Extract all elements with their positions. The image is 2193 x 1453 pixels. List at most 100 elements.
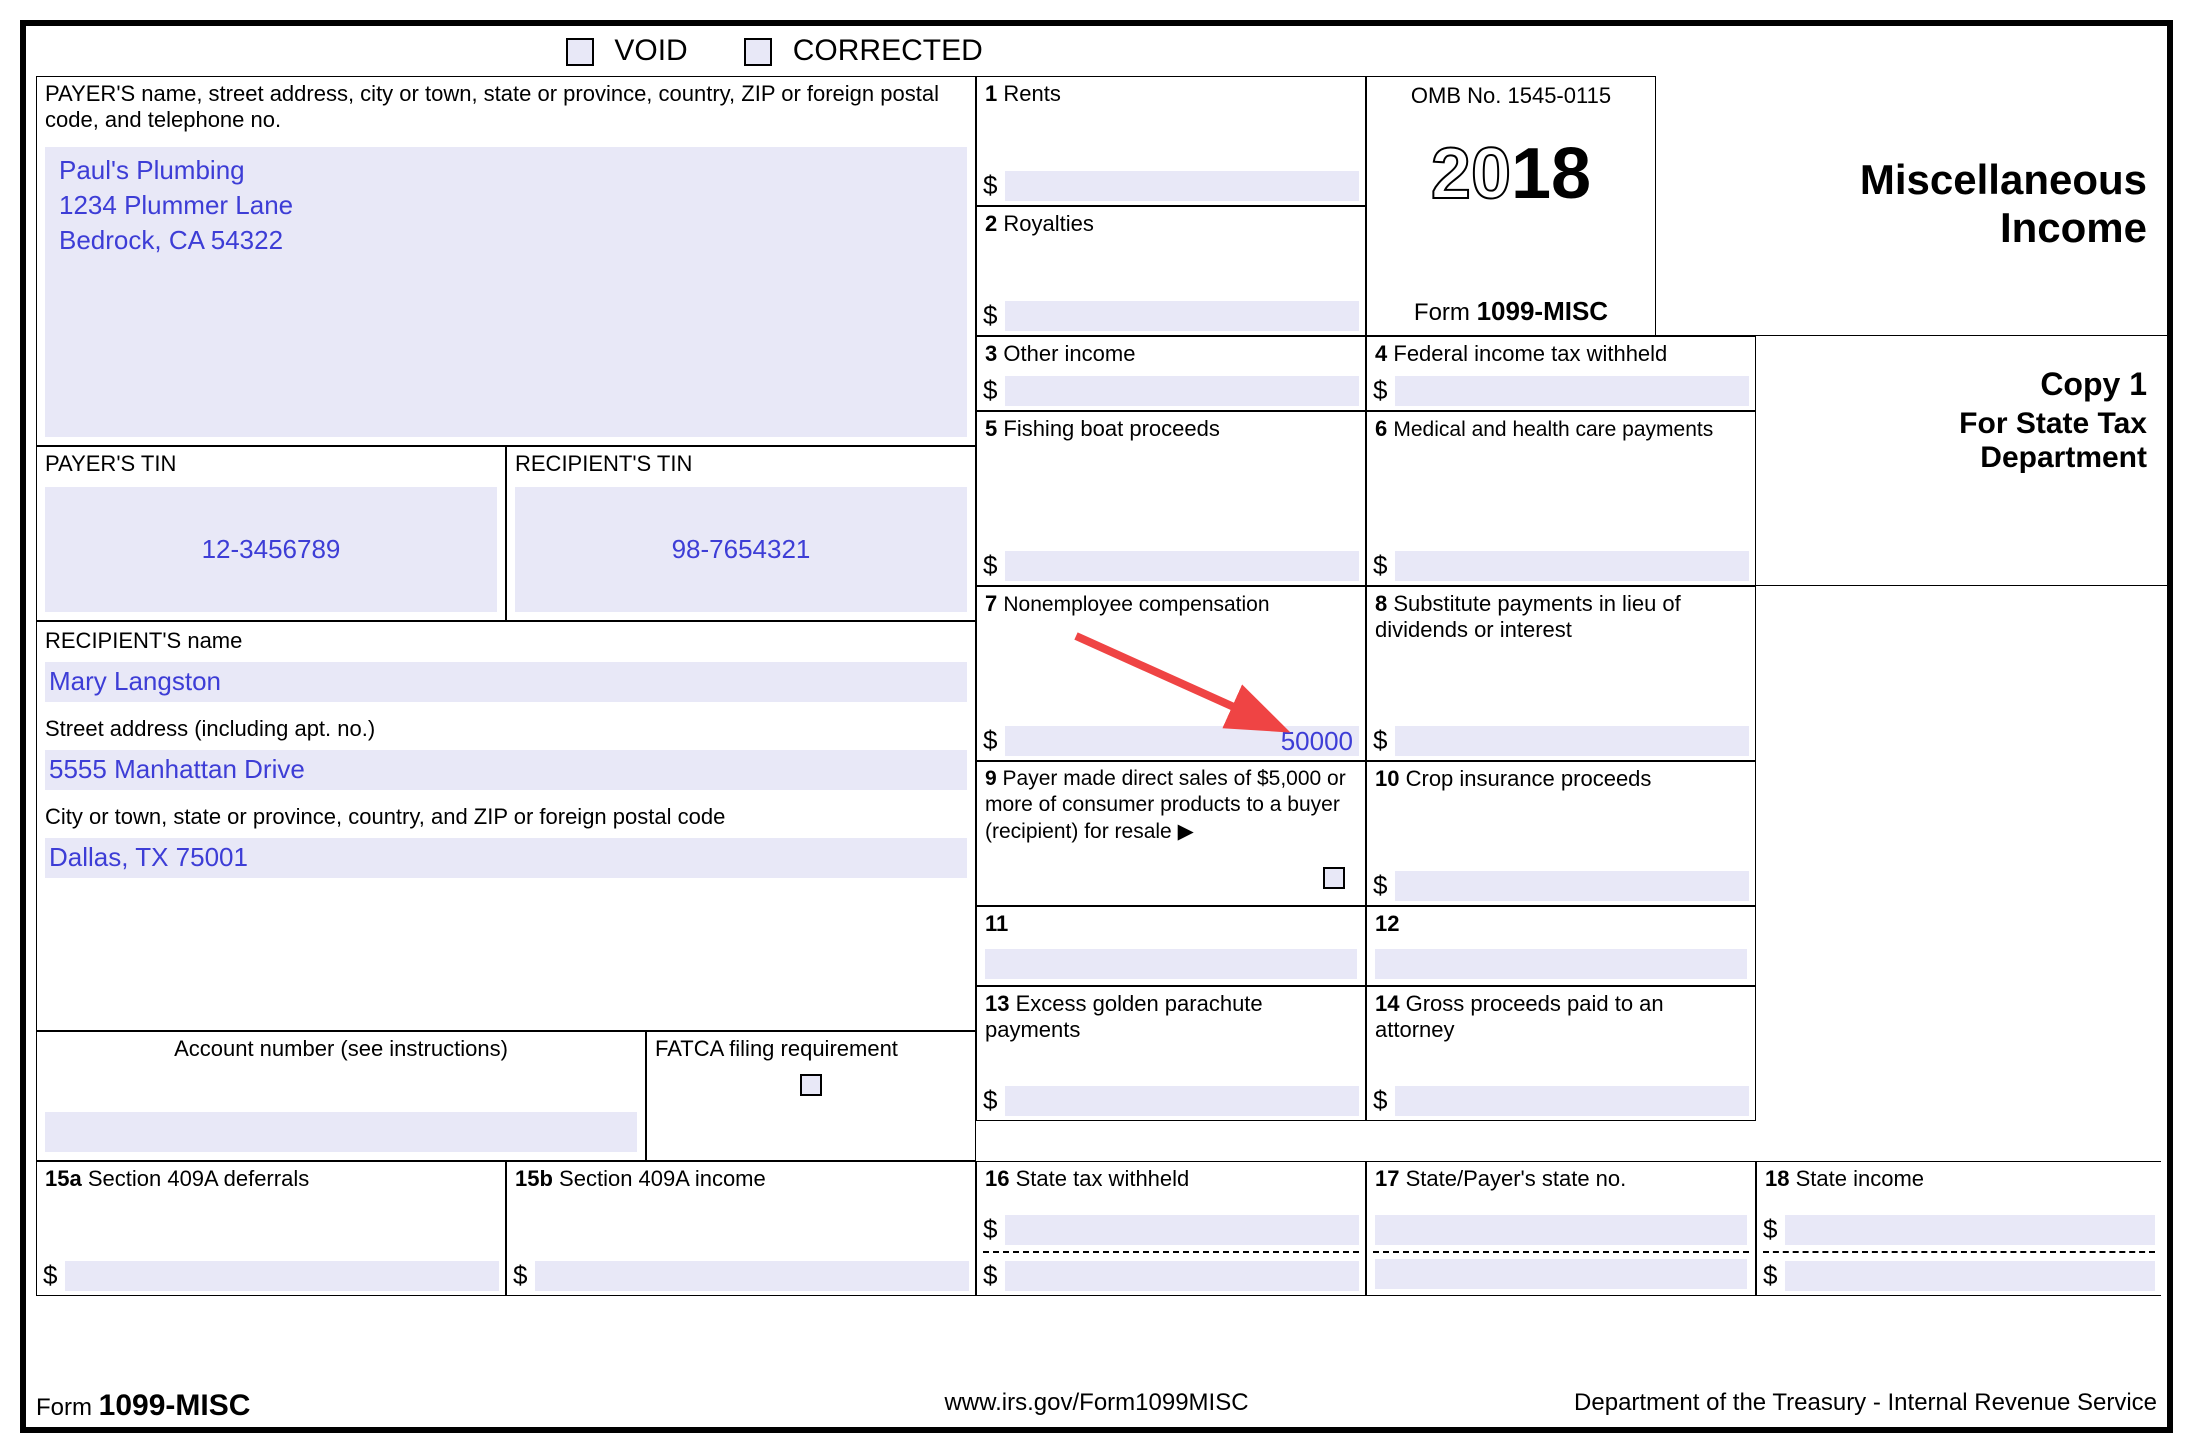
recipient-street-value: 5555 Manhattan Drive (49, 754, 305, 784)
payer-input-area[interactable]: Paul's Plumbing 1234 Plummer Lane Bedroc… (45, 147, 967, 437)
dollar-sign: $ (983, 1085, 997, 1116)
box-1: 1 Rents $ (976, 76, 1366, 206)
payer-addr2: Bedrock, CA 54322 (51, 223, 961, 258)
recipient-name-value: Mary Langston (49, 666, 221, 696)
box-4-field[interactable] (1395, 376, 1749, 406)
for-label-1: For State Tax (1756, 407, 2147, 441)
year-suffix: 18 (1511, 134, 1591, 214)
year-prefix: 20 (1431, 134, 1511, 214)
top-checkboxes-row: VOID CORRECTED (566, 34, 983, 68)
box-8-label: Substitute payments in lieu of dividends… (1375, 591, 1681, 642)
copy-label: Copy 1 (1756, 366, 2147, 403)
box-3: 3 Other income $ (976, 336, 1366, 411)
box-16-field-a[interactable] (1005, 1215, 1359, 1245)
box-12-field[interactable] (1375, 949, 1747, 979)
dashed-divider (983, 1251, 1359, 1253)
box-9: 9 Payer made direct sales of $5,000 or m… (976, 761, 1366, 906)
box-18-field-b[interactable] (1785, 1261, 2155, 1291)
payer-addr1: 1234 Plummer Lane (51, 188, 961, 223)
void-checkbox[interactable] (566, 38, 594, 66)
box-6-field[interactable] (1395, 551, 1749, 581)
form-label: Form (1414, 299, 1470, 326)
box-5-field[interactable] (1005, 551, 1359, 581)
box-9-checkbox[interactable] (1323, 867, 1345, 889)
box-13: 13 Excess golden parachute payments $ (976, 986, 1366, 1121)
box-7-num: 7 (985, 591, 997, 616)
box-8-field[interactable] (1395, 726, 1749, 756)
box-16-num: 16 (985, 1166, 1009, 1191)
dollar-sign: $ (983, 1260, 997, 1291)
box-4-label: Federal income tax withheld (1393, 341, 1667, 366)
form-name: 1099-MISC (1477, 296, 1609, 326)
box-10: 10 Crop insurance proceeds $ (1366, 761, 1756, 906)
box-10-label: Crop insurance proceeds (1406, 766, 1652, 791)
box-18-label: State income (1796, 1166, 1924, 1191)
payer-tin-field[interactable]: 12-3456789 (45, 487, 497, 612)
dollar-sign: $ (983, 1214, 997, 1245)
box-3-label: Other income (1003, 341, 1135, 366)
box-15b-field[interactable] (535, 1261, 969, 1291)
dashed-divider (1373, 1251, 1749, 1253)
box-6-num: 6 (1375, 416, 1387, 441)
box-15b-label: Section 409A income (559, 1166, 766, 1191)
recipient-street-field[interactable]: 5555 Manhattan Drive (45, 750, 967, 790)
box-17-field-b[interactable] (1375, 1259, 1747, 1289)
box-4-num: 4 (1375, 341, 1387, 366)
footer-form-name: 1099-MISC (99, 1389, 251, 1422)
footer-department: Department of the Treasury - Internal Re… (1574, 1389, 2157, 1417)
box-7-value: 50000 (1281, 726, 1353, 756)
box-13-num: 13 (985, 991, 1009, 1016)
dollar-sign: $ (1373, 550, 1387, 581)
dollar-sign: $ (1373, 375, 1387, 406)
box-15a-field[interactable] (65, 1261, 499, 1291)
box-16-field-b[interactable] (1005, 1261, 1359, 1291)
form-name-line: Form 1099-MISC (1367, 296, 1655, 327)
recipient-address-block: RECIPIENT'S name Mary Langston Street ad… (36, 621, 976, 1031)
box-15b: 15b Section 409A income $ (506, 1161, 976, 1296)
box-17-field-a[interactable] (1375, 1215, 1747, 1245)
account-number-field[interactable] (45, 1112, 637, 1152)
dollar-sign: $ (513, 1260, 527, 1291)
box-17-num: 17 (1375, 1166, 1399, 1191)
box-16-label: State tax withheld (1016, 1166, 1190, 1191)
box-17-label: State/Payer's state no. (1406, 1166, 1627, 1191)
box-2-field[interactable] (1005, 301, 1359, 331)
dollar-sign: $ (983, 375, 997, 406)
box-10-field[interactable] (1395, 871, 1749, 901)
box-1-num: 1 (985, 81, 997, 106)
box-6-label: Medical and health care payments (1393, 418, 1713, 441)
box-13-field[interactable] (1005, 1086, 1359, 1116)
box-1-field[interactable] (1005, 171, 1359, 201)
recipient-city-label: City or town, state or province, country… (37, 794, 975, 834)
dollar-sign: $ (983, 725, 997, 756)
box-3-field[interactable] (1005, 376, 1359, 406)
box-9-num: 9 (985, 767, 997, 790)
box-15a-num: 15a (45, 1166, 82, 1191)
box-5-num: 5 (985, 416, 997, 441)
recipient-name-field[interactable]: Mary Langston (45, 662, 967, 702)
box-14-num: 14 (1375, 991, 1399, 1016)
fatca-cell: FATCA filing requirement (646, 1031, 976, 1161)
box-14-field[interactable] (1395, 1086, 1749, 1116)
box-7-field[interactable]: 50000 (1005, 726, 1359, 756)
box-11-field[interactable] (985, 949, 1357, 979)
form-title-1: Miscellaneous (1656, 156, 2147, 204)
dollar-sign: $ (983, 300, 997, 331)
form-footer: Form 1099-MISC www.irs.gov/Form1099MISC … (26, 1389, 2167, 1423)
corrected-checkbox[interactable] (744, 38, 772, 66)
box-18-field-a[interactable] (1785, 1215, 2155, 1245)
fatca-checkbox[interactable] (800, 1074, 822, 1096)
dollar-sign: $ (983, 550, 997, 581)
dollar-sign: $ (43, 1260, 57, 1291)
dollar-sign: $ (1373, 1085, 1387, 1116)
recipient-tin-field[interactable]: 98-7654321 (515, 487, 967, 612)
title-panel: Miscellaneous Income (1656, 76, 2167, 336)
box-14: 14 Gross proceeds paid to an attorney $ (1366, 986, 1756, 1121)
box-14-label: Gross proceeds paid to an attorney (1375, 991, 1664, 1042)
payer-tin-cell: PAYER'S TIN 12-3456789 (36, 446, 506, 621)
recipient-city-field[interactable]: Dallas, TX 75001 (45, 838, 967, 878)
box-2: 2 Royalties $ (976, 206, 1366, 336)
box-15b-num: 15b (515, 1166, 553, 1191)
copy-panel: Copy 1 For State Tax Department (1756, 336, 2167, 586)
form-title-2: Income (1656, 204, 2147, 252)
